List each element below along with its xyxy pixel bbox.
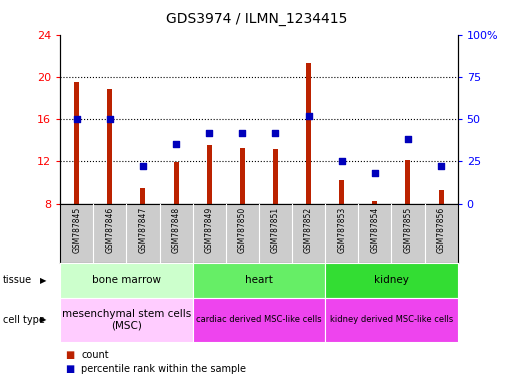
- Text: GSM787849: GSM787849: [204, 207, 214, 253]
- Text: tissue: tissue: [3, 275, 32, 285]
- Text: GSM787848: GSM787848: [172, 207, 180, 253]
- Bar: [339, 180, 344, 204]
- Text: heart: heart: [245, 275, 273, 285]
- Point: [139, 163, 147, 169]
- Bar: [107, 89, 112, 204]
- Text: ▶: ▶: [40, 315, 46, 324]
- Point: [238, 129, 246, 136]
- Bar: [405, 160, 411, 204]
- Text: GSM787852: GSM787852: [304, 207, 313, 253]
- Text: GSM787851: GSM787851: [271, 207, 280, 253]
- Text: GSM787850: GSM787850: [238, 207, 247, 253]
- Point: [205, 129, 213, 136]
- Text: GSM787847: GSM787847: [139, 207, 147, 253]
- Bar: [240, 147, 245, 204]
- Bar: [141, 188, 145, 204]
- Text: cardiac derived MSC-like cells: cardiac derived MSC-like cells: [196, 315, 322, 324]
- Bar: [74, 82, 79, 204]
- Point: [271, 129, 280, 136]
- Text: GSM787846: GSM787846: [105, 207, 115, 253]
- Point: [172, 141, 180, 147]
- Text: ■: ■: [65, 364, 75, 374]
- Text: ▶: ▶: [40, 276, 46, 285]
- Point: [404, 136, 412, 142]
- Bar: [372, 202, 377, 204]
- Bar: [306, 63, 311, 204]
- Bar: [439, 190, 444, 204]
- Text: ■: ■: [65, 350, 75, 360]
- Text: kidney derived MSC-like cells: kidney derived MSC-like cells: [330, 315, 453, 324]
- Text: cell type: cell type: [3, 314, 44, 325]
- Point: [106, 116, 114, 122]
- Text: bone marrow: bone marrow: [92, 275, 161, 285]
- Text: GSM787856: GSM787856: [437, 207, 446, 253]
- Point: [304, 113, 313, 119]
- Text: GSM787853: GSM787853: [337, 207, 346, 253]
- Bar: [174, 162, 178, 204]
- Text: GSM787854: GSM787854: [370, 207, 379, 253]
- Text: GSM787855: GSM787855: [403, 207, 413, 253]
- Bar: [207, 146, 212, 204]
- Text: GSM787845: GSM787845: [72, 207, 81, 253]
- Point: [371, 170, 379, 176]
- Point: [437, 163, 445, 169]
- Text: percentile rank within the sample: percentile rank within the sample: [81, 364, 246, 374]
- Text: count: count: [81, 350, 109, 360]
- Point: [73, 116, 81, 122]
- Text: mesenchymal stem cells
(MSC): mesenchymal stem cells (MSC): [62, 309, 191, 331]
- Point: [337, 158, 346, 164]
- Text: kidney: kidney: [374, 275, 409, 285]
- Bar: [273, 149, 278, 204]
- Text: GDS3974 / ILMN_1234415: GDS3974 / ILMN_1234415: [166, 12, 347, 25]
